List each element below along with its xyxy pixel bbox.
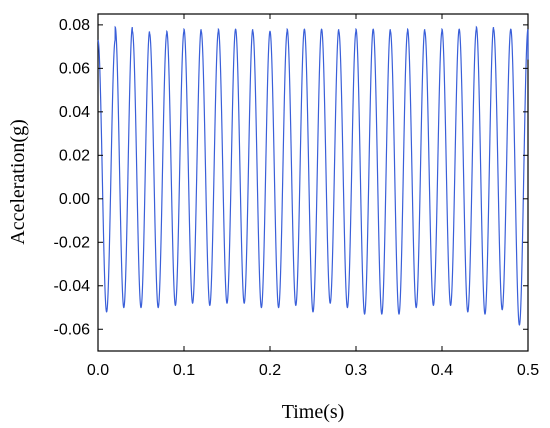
x-tick-label: 0.3 [345, 362, 367, 379]
y-tick-label: 0.00 [59, 191, 90, 208]
x-tick-label: 0.2 [259, 362, 281, 379]
y-axis-title: Acceleration(g) [7, 119, 29, 244]
x-tick-label: 0.4 [431, 362, 453, 379]
y-tick-label: 0.04 [59, 104, 90, 121]
x-tick-label: 0.5 [517, 362, 539, 379]
x-axis-ticks: 0.0 0.1 0.2 0.3 0.4 0.5 [87, 14, 539, 379]
series-group [97, 25, 529, 326]
y-tick-label: 0.08 [59, 17, 90, 34]
plot-frame [97, 13, 529, 352]
y-tick-label: -0.02 [54, 234, 91, 251]
x-tick-label: 0.0 [87, 362, 109, 379]
x-axis-title: Time(s) [282, 401, 345, 423]
acceleration-series-line [97, 25, 529, 326]
y-tick-label: 0.02 [59, 147, 90, 164]
y-axis-ticks: -0.06 -0.04 -0.02 0.00 0.02 0.04 0.06 0.08 [54, 17, 528, 338]
x-tick-label: 0.1 [173, 362, 195, 379]
y-tick-label: -0.06 [54, 321, 91, 338]
y-tick-label: 0.06 [59, 60, 90, 77]
y-tick-label: -0.04 [54, 278, 91, 295]
